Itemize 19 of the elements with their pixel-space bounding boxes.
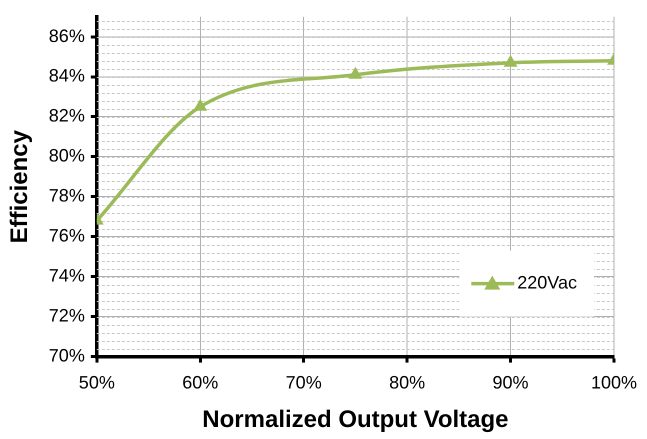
y-tick-label: 84% — [48, 66, 85, 86]
y-tick-label: 70% — [48, 346, 85, 366]
y-tick-label: 72% — [48, 306, 85, 326]
x-tick-label: 80% — [389, 372, 426, 392]
point — [348, 66, 362, 79]
y-tick-label: 76% — [48, 226, 85, 246]
x-tick-label: 50% — [78, 372, 115, 392]
y-tick-label: 86% — [48, 26, 85, 46]
y-tick-label: 80% — [48, 146, 85, 166]
x-tick-label: 60% — [182, 372, 218, 392]
x-tick-label: 90% — [492, 372, 529, 392]
y-tick-label: 82% — [48, 106, 85, 126]
x-tick-label: 100% — [590, 372, 638, 392]
legend-label: 220Vac — [517, 272, 577, 293]
y-axis-title: Efficiency — [6, 129, 34, 244]
y-tick-label: 78% — [48, 186, 85, 206]
y-tick-label: 74% — [48, 266, 85, 286]
x-axis-title: Normalized Output Voltage — [202, 406, 509, 434]
x-tick-label: 70% — [286, 372, 322, 392]
